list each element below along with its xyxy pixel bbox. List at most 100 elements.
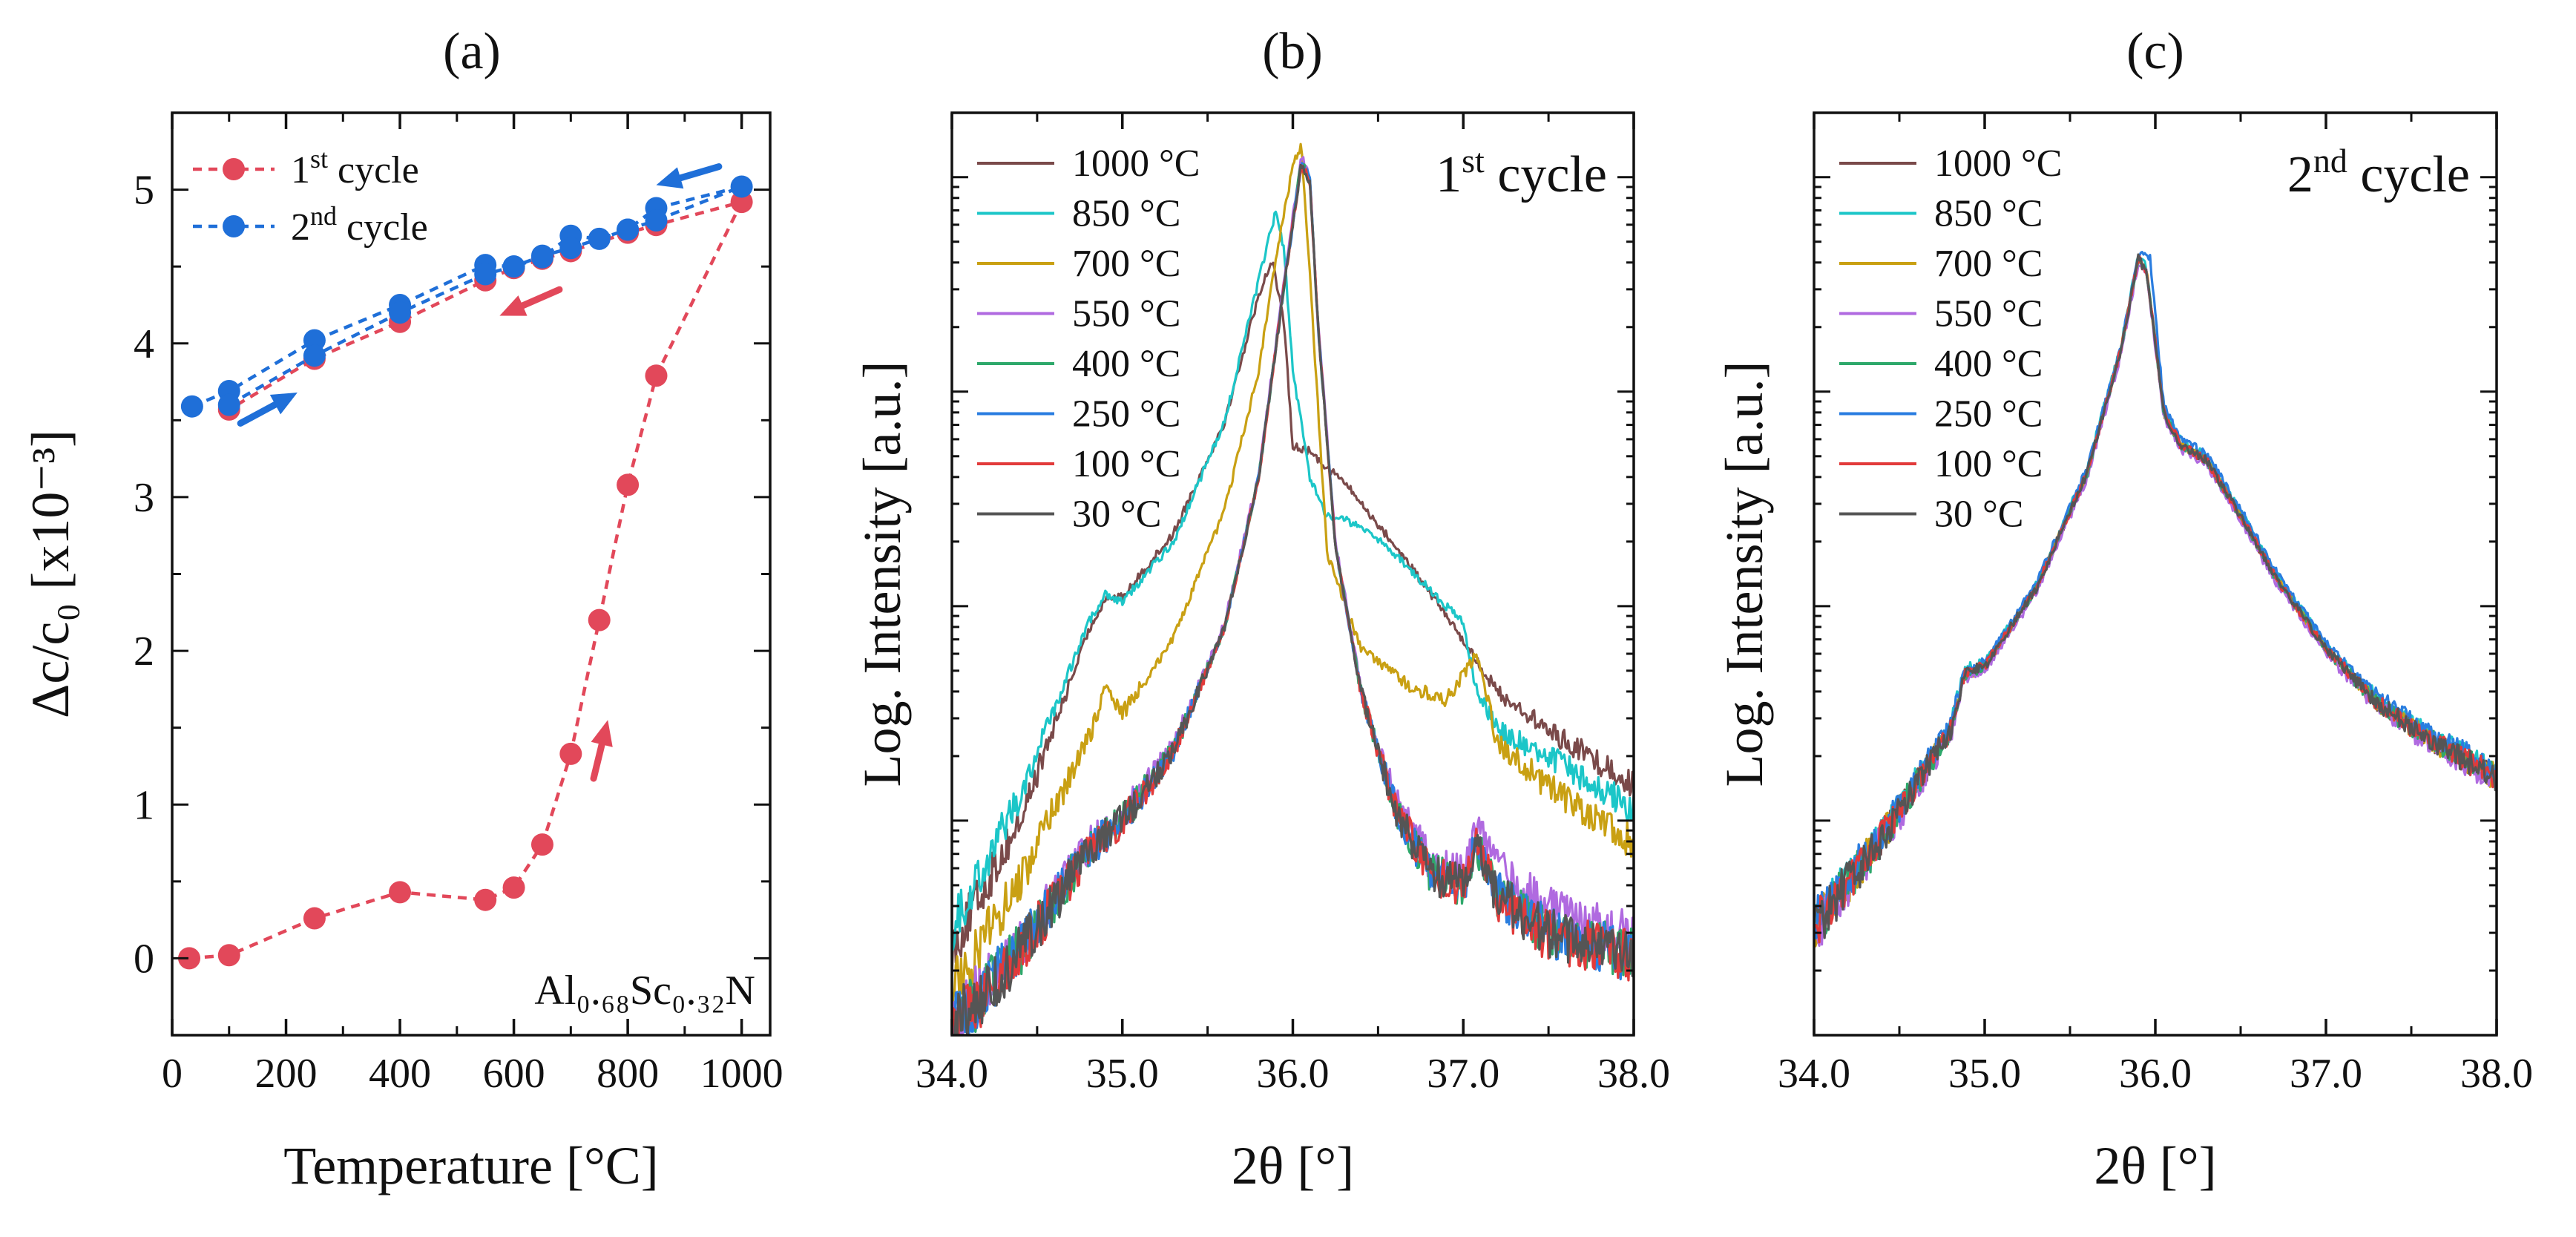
panel-label-a: (a)	[443, 23, 501, 80]
legend-label-c-8: 30 °C	[1934, 493, 2023, 536]
legend-entry-b-3: 700 °C	[977, 243, 1180, 285]
data-point-s2-13	[617, 218, 640, 241]
series-line-3	[1814, 257, 2497, 948]
data-point-s2-11	[730, 175, 753, 198]
legend-entry-b-6: 250 °C	[977, 393, 1180, 436]
x-tick-label-b-3: 37.0	[1427, 1051, 1499, 1097]
plot-area-c	[1814, 251, 2497, 948]
legend-entry-c-5: 400 °C	[1839, 343, 2043, 385]
legend-entry-c-6: 250 °C	[1839, 393, 2043, 436]
series-line-5	[1814, 256, 2497, 935]
x-tick-label-a-5: 1000	[700, 1051, 783, 1097]
x-tick-label-c-3: 37.0	[2290, 1051, 2362, 1097]
legend-entry-c-8: 30 °C	[1839, 493, 2023, 536]
data-point-s1-9	[617, 473, 640, 496]
data-point-s2-18	[389, 301, 412, 324]
legend-marker-2	[223, 215, 245, 237]
legend-label-1: 1st cycle	[291, 144, 419, 191]
legend-label-b-3: 700 °C	[1072, 243, 1180, 285]
legend-label-2: 2nd cycle	[291, 201, 428, 249]
data-point-s1-6	[530, 833, 553, 856]
data-point-s1-5	[502, 876, 525, 899]
data-point-s1-11	[730, 191, 753, 214]
data-point-s1-3	[389, 881, 412, 904]
legend-entry-c-1: 1000 °C	[1839, 142, 2062, 185]
data-point-s2-17	[474, 263, 497, 286]
x-tick-label-a-3: 600	[483, 1051, 545, 1097]
data-point-s1-4	[474, 888, 497, 911]
x-tick-label-a-1: 200	[255, 1051, 318, 1097]
legend-label-b-8: 30 °C	[1072, 493, 1161, 536]
legend-entry-c-7: 100 °C	[1839, 443, 2043, 485]
axes-frame-c	[1813, 111, 2498, 1037]
data-point-s2-16	[502, 255, 525, 278]
x-tick-label-c-4: 38.0	[2460, 1051, 2533, 1097]
legend-label-b-5: 400 °C	[1072, 343, 1180, 385]
series-line-8	[1814, 253, 2497, 939]
series-line-3	[952, 142, 1634, 1020]
data-point-s1-0	[178, 947, 201, 970]
y-tick-label-a-4: 4	[134, 321, 154, 367]
legend-label-b-2: 850 °C	[1072, 193, 1180, 235]
direction-arrow-4	[590, 720, 613, 782]
legend-label-c-5: 400 °C	[1934, 343, 2043, 385]
series-line-1	[1814, 257, 2497, 943]
legend-entry-2: 2nd cycle	[193, 201, 428, 249]
x-axis-title-a: Temperature [°C]	[283, 1136, 659, 1195]
x-tick-label-a-4: 800	[597, 1051, 659, 1097]
panel-b: (b) 34.0 35.0 36.0 37.0 38.0 2θ [°] Log. Intens…	[852, 23, 1670, 1195]
panel-label-c: (c)	[2126, 23, 2184, 80]
data-point-s2-0	[180, 395, 203, 418]
data-point-s2-2	[303, 329, 326, 352]
data-point-s1-10	[645, 364, 668, 387]
x-tick-label-c-1: 35.0	[1948, 1051, 2021, 1097]
series-line-1	[188, 199, 745, 960]
data-point-s2-19	[303, 344, 326, 367]
legend-entry-b-2: 850 °C	[977, 193, 1180, 235]
direction-arrow-1	[656, 163, 723, 189]
x-tick-label-a-2: 400	[369, 1051, 431, 1097]
cycle-label-c: 2nd cycle	[2287, 142, 2470, 203]
axes-frame-a	[171, 111, 772, 1037]
x-tick-label-c-2: 36.0	[2119, 1051, 2192, 1097]
direction-arrow-3	[237, 393, 298, 427]
data-point-s1-2	[303, 907, 326, 930]
y-axis-title-a: Δc/c₀ [x10⁻³]	[21, 430, 80, 718]
plot-area-b	[952, 142, 1634, 1035]
legend-label-b-4: 550 °C	[1072, 293, 1180, 335]
x-tick-label-c-0: 34.0	[1778, 1051, 1850, 1097]
composition-label: Al₀.₆₈Sc₀.₃₂N	[534, 968, 755, 1014]
series-line-4	[1814, 263, 2497, 947]
x-tick-label-b-2: 36.0	[1257, 1051, 1330, 1097]
legend-entry-c-4: 550 °C	[1839, 293, 2043, 335]
panel-a: (a) 0 200 400 600 800 1000 0 1 2 3 4 5 Temperature [°…	[21, 23, 783, 1195]
y-axis-title-c: Log. Intensity [a.u.]	[1715, 361, 1774, 787]
y-tick-label-a-2: 2	[134, 629, 154, 675]
legend-entry-b-8: 30 °C	[977, 493, 1161, 536]
series-line-8	[953, 163, 1634, 1035]
panel-c: (c) 34.0 35.0 36.0 37.0 38.0 2θ [°] Log. Intens…	[1715, 23, 2533, 1195]
cycle-label-b: 1st cycle	[1436, 142, 1607, 203]
legend-entry-b-4: 550 °C	[977, 293, 1180, 335]
legend-entry-1: 1st cycle	[193, 144, 419, 191]
data-point-s2-15	[530, 244, 553, 267]
legend-label-b-6: 250 °C	[1072, 393, 1180, 436]
series-line-2	[952, 210, 1634, 953]
plot-area-a	[178, 163, 753, 970]
legend-label-c-6: 250 °C	[1934, 393, 2043, 436]
y-axis-title-b: Log. Intensity [a.u.]	[852, 361, 912, 787]
panel-label-b: (b)	[1262, 23, 1323, 80]
direction-arrow-2	[499, 286, 563, 316]
x-tick-label-b-4: 38.0	[1597, 1051, 1670, 1097]
legend-label-b-7: 100 °C	[1072, 443, 1180, 485]
y-tick-label-a-0: 0	[134, 936, 154, 982]
legend-label-b-1: 1000 °C	[1072, 142, 1200, 185]
legend-label-c-7: 100 °C	[1934, 443, 2043, 485]
y-tick-label-a-5: 5	[134, 168, 154, 214]
legend-entry-b-7: 100 °C	[977, 443, 1180, 485]
legend-entry-c-2: 850 °C	[1839, 193, 2043, 235]
legend-entry-b-5: 400 °C	[977, 343, 1180, 385]
y-tick-label-a-1: 1	[134, 782, 154, 828]
x-tick-label-b-0: 34.0	[916, 1051, 988, 1097]
